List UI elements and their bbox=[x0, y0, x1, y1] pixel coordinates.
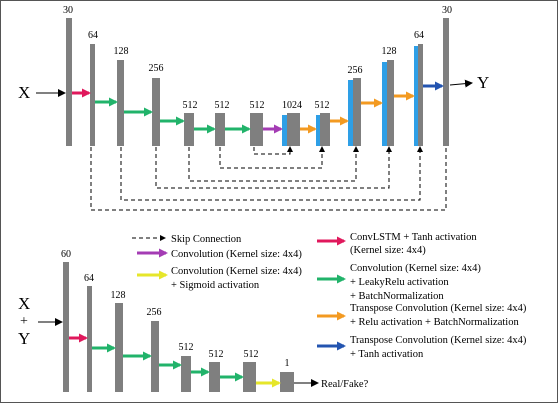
gen-dec-block-2 bbox=[353, 78, 361, 146]
disc-input-y: Y bbox=[18, 329, 30, 348]
generator: 30 64 128 256 512 512 512 1024 512 256 1… bbox=[18, 5, 489, 211]
legend-green-text-3: + BatchNormalization bbox=[350, 291, 444, 302]
legend-yellow-text-1: Convolution (Kernel size: 4x4) bbox=[171, 266, 302, 277]
gen-label-256-dec: 256 bbox=[348, 65, 363, 76]
gen-enc-block-6 bbox=[215, 113, 225, 146]
legend-orange-text-2: + Relu activation + BatchNormalization bbox=[350, 317, 519, 328]
gen-label-30-in: 30 bbox=[63, 5, 73, 16]
skip-5 bbox=[120, 147, 421, 201]
disc-output-label: Real/Fake? bbox=[321, 379, 369, 390]
legend-yellow-text-2: + Sigmoid activation bbox=[171, 280, 260, 291]
disc-label-64: 64 bbox=[84, 273, 94, 284]
gen-bottleneck-block bbox=[287, 113, 300, 146]
disc-block-3 bbox=[115, 303, 123, 392]
gen-enc-block-5 bbox=[184, 113, 194, 146]
gen-output-y: Y bbox=[477, 73, 489, 92]
gen-dec-blue-1 bbox=[316, 115, 320, 146]
gen-label-30-out: 30 bbox=[442, 5, 452, 16]
gen-label-512-b: 512 bbox=[215, 100, 230, 111]
gen-dec-blue-2 bbox=[348, 80, 353, 146]
disc-label-60: 60 bbox=[61, 249, 71, 260]
gen-label-128: 128 bbox=[114, 46, 129, 57]
skip-connections bbox=[90, 147, 447, 211]
disc-input-x: X bbox=[18, 294, 30, 313]
disc-block-2 bbox=[87, 286, 92, 392]
disc-label-128: 128 bbox=[111, 290, 126, 301]
disc-label-1: 1 bbox=[285, 358, 290, 369]
gen-input-x: X bbox=[18, 83, 30, 102]
gen-dec-block-1 bbox=[320, 113, 330, 146]
gen-label-512-dec: 512 bbox=[315, 100, 330, 111]
discriminator: 60 64 128 256 512 512 512 1 X + Y Real/F… bbox=[18, 249, 369, 392]
gen-enc-block-1 bbox=[66, 18, 72, 146]
gen-bottleneck-blue bbox=[282, 115, 287, 146]
legend-navy-text-2: + Tanh activation bbox=[350, 349, 424, 360]
legend-green-text-2: + LeakyRelu activation bbox=[350, 277, 449, 288]
skip-4 bbox=[155, 147, 390, 189]
disc-block-1 bbox=[63, 262, 69, 392]
gen-dec-blue-3 bbox=[382, 62, 387, 146]
gen-label-1024: 1024 bbox=[282, 100, 302, 111]
skip-arrowheads bbox=[287, 146, 423, 152]
disc-block-7 bbox=[243, 362, 256, 392]
legend-green-text-1: Convolution (Kernel size: 4x4) bbox=[350, 263, 481, 274]
gen-label-256: 256 bbox=[149, 63, 164, 74]
gen-label-512-a: 512 bbox=[183, 100, 198, 111]
legend-pink-text-1: ConvLSTM + Tanh activation bbox=[350, 232, 477, 243]
skip-6 bbox=[90, 147, 447, 211]
gen-enc-block-7 bbox=[250, 113, 263, 146]
gen-dec-block-3 bbox=[387, 60, 394, 146]
gen-enc-block-3 bbox=[117, 60, 124, 146]
legend-pink-text-2: (Kernel size: 4x4) bbox=[350, 245, 426, 256]
gen-label-512-c: 512 bbox=[250, 100, 265, 111]
legend-skip-text: Skip Connection bbox=[171, 234, 242, 245]
gen-label-64-dec: 64 bbox=[414, 30, 424, 41]
gen-dec-blue-4 bbox=[414, 46, 418, 146]
gen-output-arrow bbox=[449, 79, 473, 88]
skip-2 bbox=[219, 147, 323, 169]
gen-label-64: 64 bbox=[88, 30, 98, 41]
disc-block-5 bbox=[181, 356, 191, 392]
gen-enc-block-4 bbox=[152, 78, 160, 146]
disc-label-512-a: 512 bbox=[179, 342, 194, 353]
gen-output-block bbox=[443, 18, 449, 146]
disc-block-4 bbox=[151, 321, 159, 392]
gen-dec-block-4 bbox=[418, 44, 423, 146]
legend-orange-text-1: Transpose Convolution (Kernel size: 4x4) bbox=[350, 303, 527, 314]
skip-3 bbox=[188, 147, 357, 182]
gen-label-128-dec: 128 bbox=[382, 46, 397, 57]
disc-input-plus: + bbox=[20, 314, 28, 329]
disc-label-256: 256 bbox=[147, 307, 162, 318]
legend: Skip Connection Convolution (Kernel size… bbox=[132, 232, 527, 360]
disc-block-8 bbox=[280, 372, 294, 392]
legend-purple-text: Convolution (Kernel size: 4x4) bbox=[171, 249, 302, 260]
disc-label-512-c: 512 bbox=[244, 349, 259, 360]
disc-block-6 bbox=[209, 362, 220, 392]
gen-enc-block-2 bbox=[90, 44, 95, 146]
disc-label-512-b: 512 bbox=[209, 349, 224, 360]
skip-1 bbox=[253, 147, 291, 155]
legend-navy-text-1: Transpose Convolution (Kernel size: 4x4) bbox=[350, 335, 527, 346]
